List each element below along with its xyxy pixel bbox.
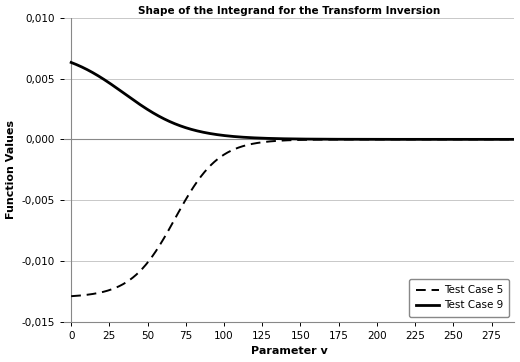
Test Case 5: [455, 137, 461, 142]
Test Case 5: [503, 137, 509, 142]
Test Case 5: [257, 140, 264, 145]
Test Case 5: [511, 137, 517, 142]
Test Case 9: [238, 135, 244, 139]
X-axis label: Parameter v: Parameter v: [251, 346, 328, 357]
Test Case 9: [511, 137, 517, 142]
Y-axis label: Function Values: Function Values: [6, 120, 16, 219]
Test Case 5: [119, 283, 125, 287]
Line: Test Case 9: Test Case 9: [71, 63, 514, 139]
Test Case 5: [145, 260, 151, 264]
Legend: Test Case 5, Test Case 9: Test Case 5, Test Case 9: [409, 279, 509, 317]
Test Case 9: [257, 136, 264, 140]
Test Case 9: [119, 89, 125, 94]
Line: Test Case 5: Test Case 5: [71, 139, 514, 296]
Test Case 9: [503, 137, 509, 142]
Test Case 9: [68, 60, 74, 65]
Test Case 5: [68, 294, 74, 298]
Test Case 5: [238, 144, 244, 149]
Title: Shape of the Integrand for the Transform Inversion: Shape of the Integrand for the Transform…: [138, 5, 440, 16]
Test Case 9: [145, 108, 151, 112]
Test Case 9: [455, 137, 461, 142]
